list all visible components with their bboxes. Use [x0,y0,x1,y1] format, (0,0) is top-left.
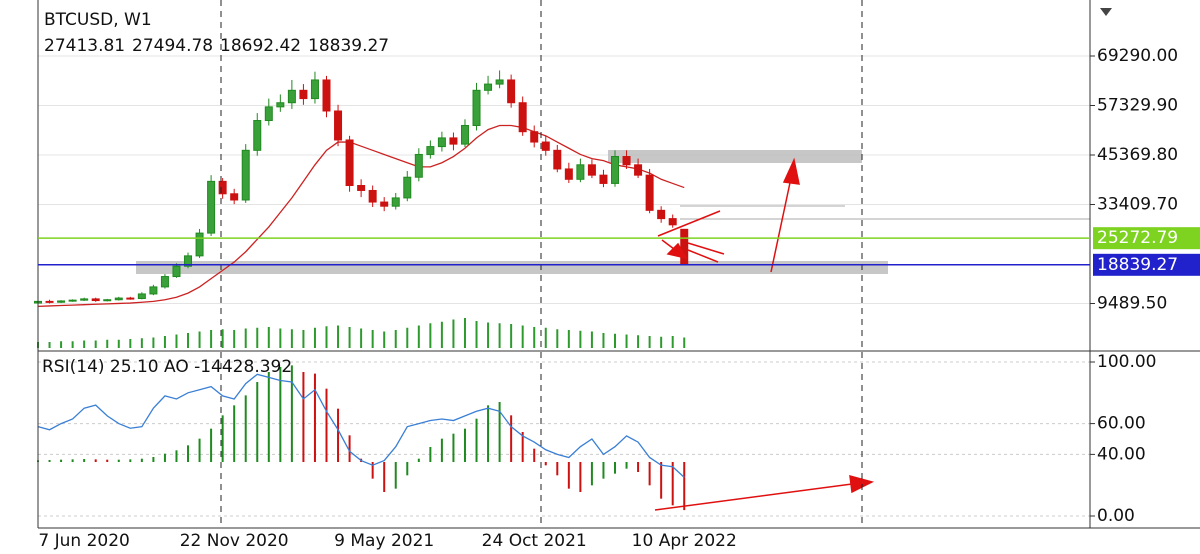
candle-body [160,276,169,288]
arrow [770,177,792,273]
candle-body [495,79,504,85]
candle-body [380,201,389,207]
candle-body [114,297,123,301]
chart-title: BTCUSD, W1 [44,10,152,30]
candle-body [576,164,585,180]
candle-body [230,193,239,201]
candle-body [599,174,608,184]
candle-body [437,137,446,148]
candle-body [541,141,550,151]
rsi-tick-label: 60.00 [1097,414,1146,434]
candle-body [368,189,377,203]
trend-line [687,242,725,255]
arrow [654,483,853,511]
candle-body [195,232,204,257]
y-tick-label: 57329.90 [1097,95,1178,115]
zone [136,261,888,274]
x-tick-label: 24 Oct 2021 [482,531,587,551]
trend-line [657,210,721,237]
candle-body [80,298,89,301]
candle-body [518,102,527,133]
candle-body [449,137,458,145]
candle-body [414,153,423,178]
candle-body [484,83,493,91]
candle-body [611,156,619,184]
period-separators [220,0,863,528]
rsi-line [37,373,685,478]
rsi-tick-label: 100.00 [1097,352,1156,372]
rsi-tick-label: 40.00 [1097,444,1146,464]
candle-body [218,180,227,195]
trend-line [687,249,719,263]
candle-body [184,255,193,267]
ohlc-close: 18839.27 [308,36,389,56]
candle-body [149,286,158,295]
candle-body [241,149,250,201]
candle-body [310,79,319,100]
candle-body [564,168,573,180]
x-tick-label: 7 Jun 2020 [38,531,129,551]
candle-body [553,149,562,170]
indicator-title: RSI(14) 25.10 AO -14428.392 [42,357,292,377]
candle-body [403,176,412,199]
arrow-head [666,242,688,260]
x-tick-label: 22 Nov 2020 [180,531,289,551]
moving-average [37,124,685,308]
candle-body [103,299,112,302]
candle-body [45,300,54,303]
y-tick-label: 45369.80 [1097,145,1178,165]
ohlc-high: 27494.78 [132,36,213,56]
annotations [654,157,875,511]
candle-body [391,197,400,207]
ohlc-low: 18692.42 [220,36,301,56]
candle-body [530,131,539,143]
candle-body [207,180,216,234]
x-tick-label: 10 Apr 2022 [632,531,737,551]
candle-body [680,228,689,266]
candle-body [299,89,308,100]
candle-body [137,293,146,299]
price-label-bg [1093,253,1200,276]
candle-body [634,164,643,176]
candle-body [345,139,354,187]
candle-body [126,297,135,300]
candle-body [657,209,666,220]
candle-body [91,298,100,302]
candle-body [357,185,366,191]
candle-body [426,146,435,155]
candle-body [622,156,631,166]
candle-body [587,164,596,176]
candle-body [334,110,343,141]
candle-body [507,79,516,104]
ohlc-open: 27413.81 [44,36,125,56]
zone [608,150,862,163]
y-tick-label: 69290.00 [1097,46,1178,66]
candle-body [264,106,273,122]
rsi-tick-label: 0.00 [1097,506,1135,526]
x-tick-label: 9 May 2021 [334,531,434,551]
candle-body [253,120,262,151]
y-tick-label: 9489.50 [1097,294,1167,314]
candle-body [460,124,469,145]
candle-body [276,102,285,108]
price-label: 25272.79 [1097,228,1178,248]
candle-body [645,174,654,211]
y-tick-label: 33409.70 [1097,195,1178,215]
candle-body [322,79,331,112]
candle-body [57,300,66,303]
scroll-marker [1100,8,1112,16]
price-label: 18839.27 [1097,255,1178,275]
candle-body [668,218,677,226]
plot-layer [34,70,689,511]
candle-body [172,265,181,278]
candle-body [68,299,77,302]
candle-body [287,89,296,104]
candle-body [472,89,481,126]
price-label-bg [1093,227,1200,250]
arrow-head [782,157,800,185]
